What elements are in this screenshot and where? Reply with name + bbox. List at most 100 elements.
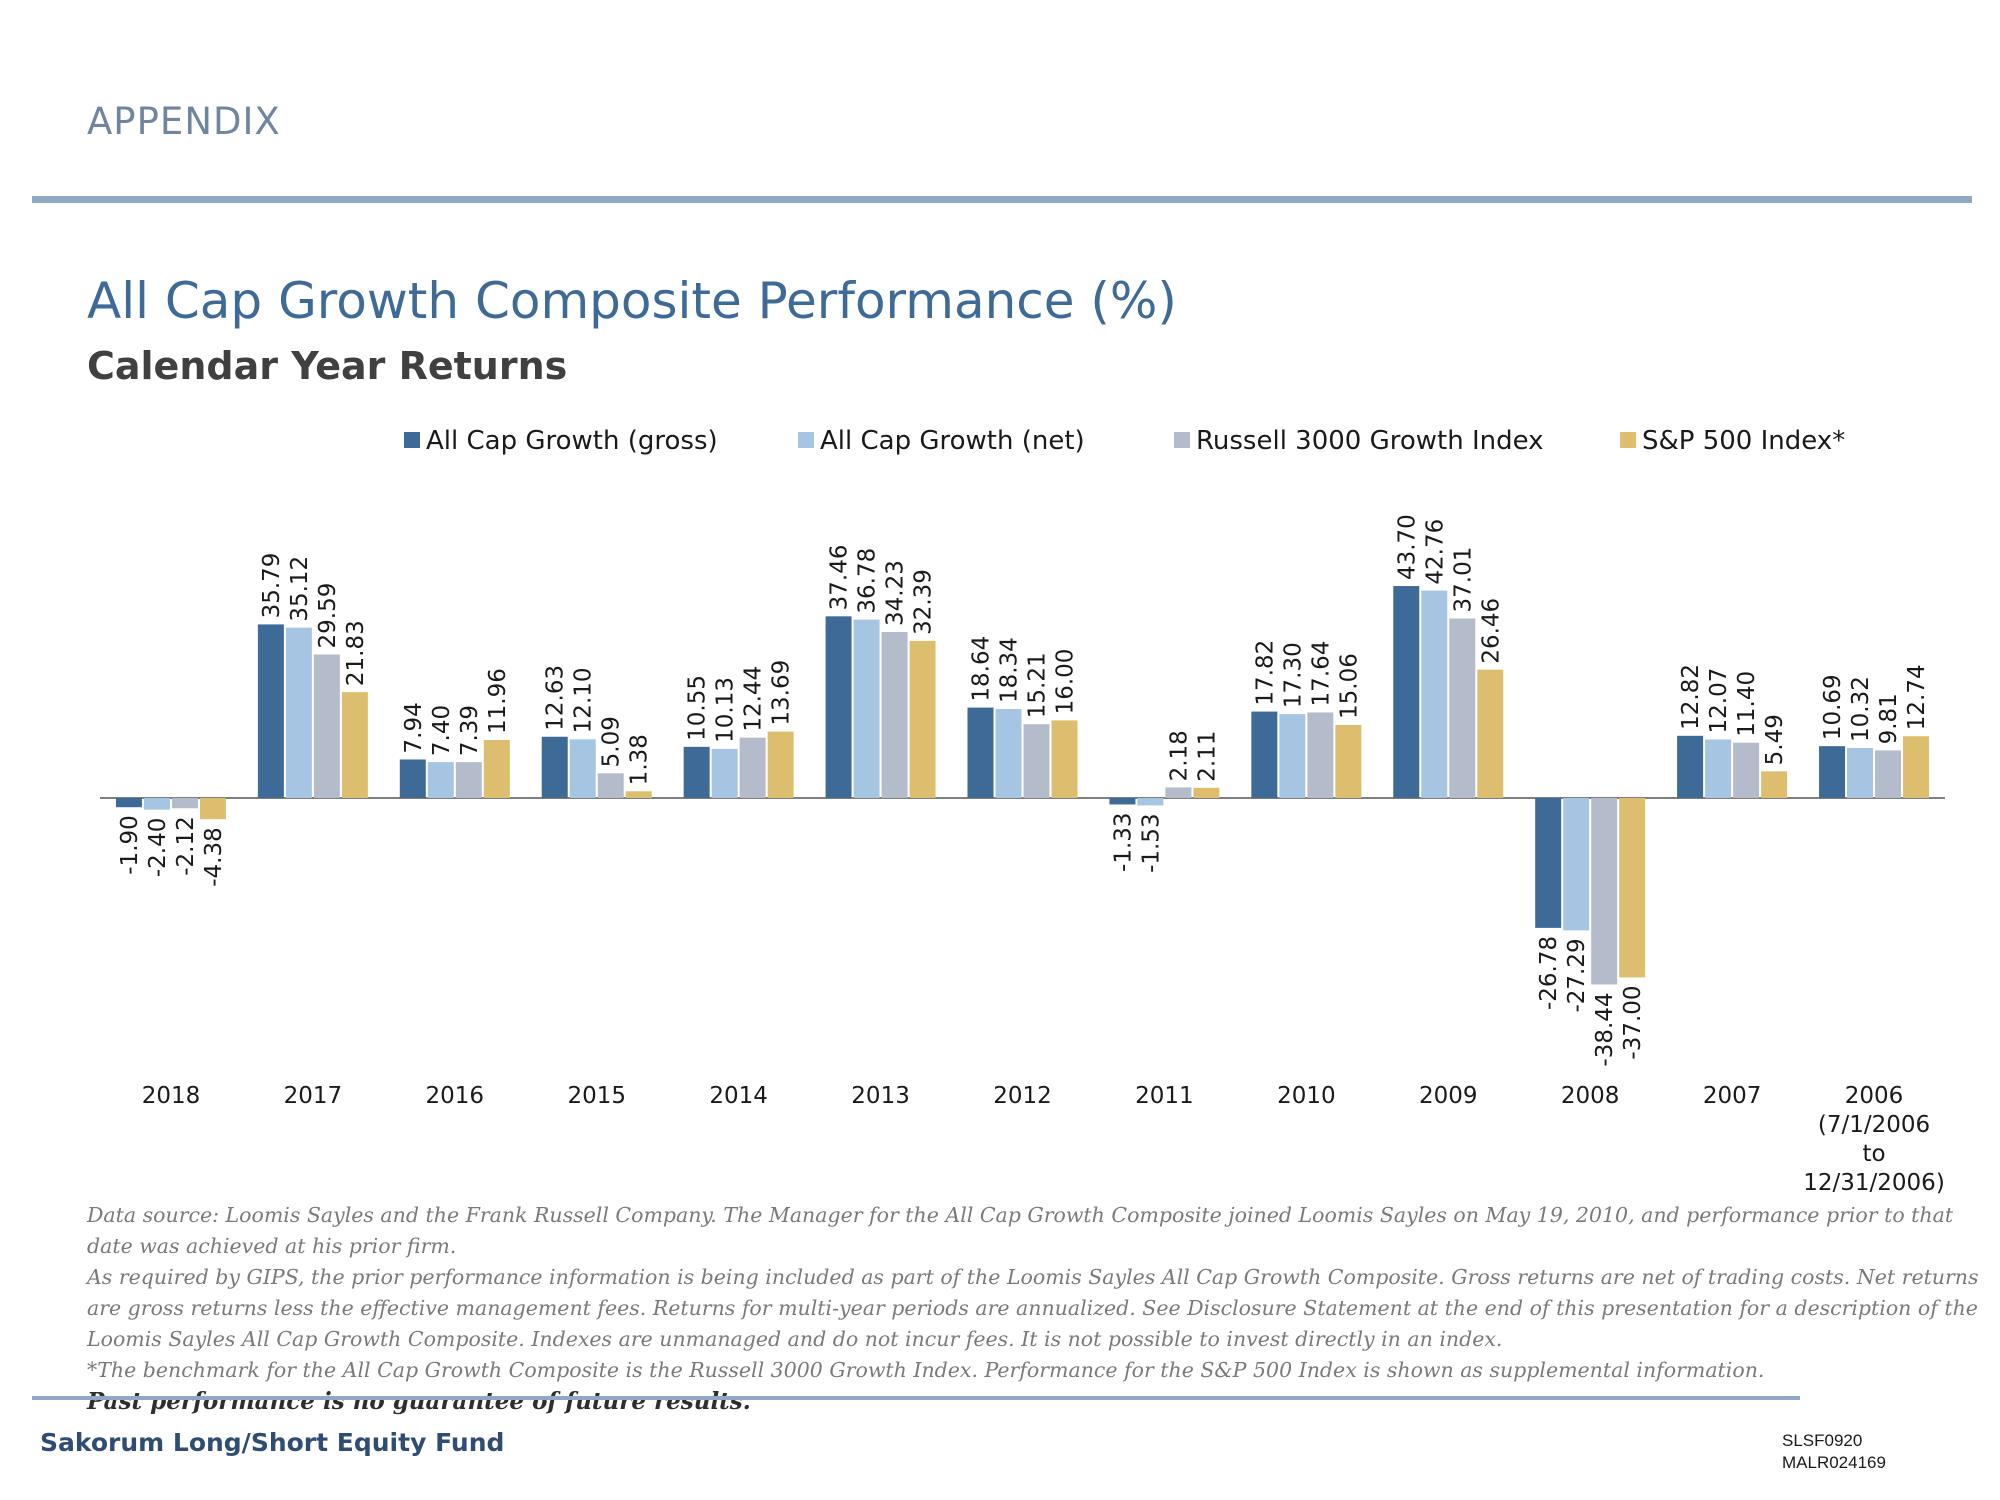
category-label: 2016: [426, 1083, 485, 1109]
bar-3: [1307, 712, 1334, 798]
category-label: 2006: [1845, 1083, 1904, 1109]
data-label: 43.70: [1394, 514, 1420, 580]
legend-swatch: [404, 432, 420, 448]
bar-3: [881, 631, 908, 798]
data-label: -2.40: [145, 818, 171, 878]
bar-2: [1279, 714, 1306, 798]
legend-label: S&P 500 Index*: [1642, 426, 1845, 456]
category-label: 12/31/2006): [1803, 1170, 1945, 1196]
bar-4: [1761, 771, 1788, 798]
bar-4: [341, 692, 368, 798]
data-label: 34.23: [883, 560, 909, 626]
data-label: 26.46: [1478, 598, 1504, 664]
data-label: 7.40: [429, 705, 455, 756]
data-label: 42.76: [1422, 519, 1448, 585]
fund-name: Sakorum Long/Short Equity Fund: [40, 1428, 505, 1457]
data-label: 10.32: [1848, 676, 1874, 742]
data-label: 16.00: [1053, 649, 1079, 715]
bar-1: [1251, 711, 1278, 798]
bar-1: [541, 736, 568, 798]
data-label: -4.38: [201, 827, 227, 887]
document-codes: SLSF0920 MALR024169: [1782, 1430, 1886, 1474]
data-label: 9.81: [1876, 693, 1902, 744]
category-label: 2014: [709, 1083, 768, 1109]
bar-1: [683, 746, 710, 798]
data-label: 10.13: [713, 677, 739, 743]
bar-4: [625, 791, 652, 798]
bar-4: [1335, 724, 1362, 798]
bar-4: [1051, 720, 1078, 798]
bar-2: [853, 619, 880, 798]
data-label: -27.29: [1564, 938, 1590, 1012]
footnote-benchmark: *The benchmark for the All Cap Growth Co…: [87, 1358, 1765, 1382]
bar-2: [143, 798, 170, 810]
bar-2: [1137, 798, 1164, 806]
data-label: 2.18: [1166, 730, 1192, 781]
legend-label: All Cap Growth (gross): [426, 426, 718, 456]
document-code-1: SLSF0920: [1782, 1431, 1863, 1450]
bar-2: [285, 627, 312, 798]
legend-label: All Cap Growth (net): [820, 426, 1085, 456]
data-label: -1.33: [1110, 812, 1136, 872]
bar-4: [767, 731, 794, 798]
bar-2: [711, 748, 738, 798]
bar-4: [1477, 669, 1504, 798]
bar-2: [995, 709, 1022, 798]
data-label: -1.53: [1138, 813, 1164, 873]
bar-2: [427, 762, 454, 798]
document-code-2: MALR024169: [1782, 1453, 1886, 1472]
data-label: 13.69: [769, 660, 795, 726]
data-label: 10.69: [1820, 674, 1846, 740]
data-label: 37.01: [1450, 547, 1476, 613]
category-label: 2011: [1135, 1083, 1194, 1109]
legend-swatch: [1174, 432, 1190, 448]
data-label: 15.21: [1025, 652, 1051, 718]
bar-3: [597, 773, 624, 798]
data-label: 21.83: [343, 620, 369, 686]
bar-chart: All Cap Growth (gross) All Cap Growth (ne…: [100, 426, 1945, 1196]
bar-3: [455, 762, 482, 798]
data-label: 12.10: [571, 667, 597, 733]
data-label: 12.07: [1706, 668, 1732, 734]
page-subtitle: Calendar Year Returns: [87, 344, 568, 388]
data-label: 11.96: [485, 668, 511, 734]
data-label: -1.90: [117, 815, 143, 875]
footnote-gips: As required by GIPS, the prior performan…: [87, 1265, 1979, 1351]
data-label: 5.49: [1762, 714, 1788, 765]
data-label: 17.64: [1308, 641, 1334, 707]
legend-swatch: [798, 432, 814, 448]
bar-3: [1023, 724, 1050, 798]
bar-4: [199, 798, 226, 820]
bar-3: [1165, 787, 1192, 798]
data-label: 18.34: [997, 637, 1023, 703]
bar-2: [1563, 798, 1590, 931]
bar-2: [1847, 747, 1874, 798]
bar-4: [909, 640, 936, 798]
page-title: All Cap Growth Composite Performance (%): [87, 272, 1177, 330]
data-label: 17.82: [1252, 640, 1278, 706]
bar-4: [483, 739, 510, 798]
data-label: 12.82: [1678, 664, 1704, 730]
bar-4: [1193, 787, 1220, 798]
bar-4: [1903, 736, 1930, 798]
category-label: (7/1/2006: [1818, 1112, 1930, 1138]
data-label: 2.11: [1194, 731, 1220, 782]
footnotes: Data source: Loomis Sayles and the Frank…: [87, 1200, 1987, 1417]
bar-3: [1733, 742, 1760, 798]
bar-1: [257, 624, 284, 798]
bar-2: [569, 739, 596, 798]
category-label: 2012: [993, 1083, 1052, 1109]
data-label: 17.30: [1280, 642, 1306, 708]
bar-3: [1591, 798, 1618, 985]
data-label: -26.78: [1536, 936, 1562, 1010]
bar-1: [399, 759, 426, 798]
data-label: 35.12: [287, 556, 313, 622]
category-label: to: [1862, 1141, 1885, 1167]
data-label: 32.39: [911, 569, 937, 635]
data-label: 5.09: [599, 716, 625, 767]
bar-3: [1875, 750, 1902, 798]
section-label: APPENDIX: [87, 100, 281, 143]
data-label: 11.40: [1734, 671, 1760, 737]
bar-1: [115, 798, 142, 808]
category-label: 2015: [567, 1083, 626, 1109]
